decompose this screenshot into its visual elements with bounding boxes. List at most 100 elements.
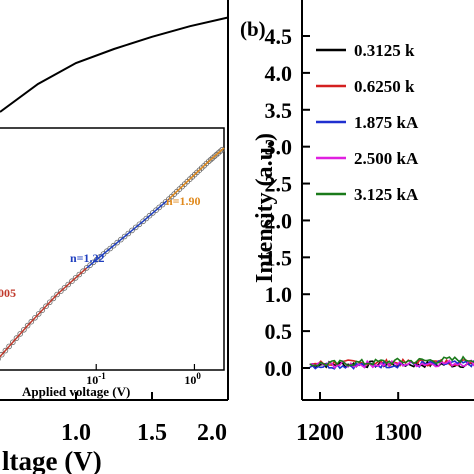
panel-b-y-axis-label: Intensity (a.u.) bbox=[252, 133, 278, 283]
panel-b-y-tick-label: 3.0 bbox=[265, 135, 293, 160]
inset-data-point bbox=[65, 281, 71, 288]
panel-a-x-tick-label: 2.0 bbox=[197, 420, 227, 446]
panel-a-x-tick-label: 1.0 bbox=[61, 420, 91, 446]
inset-data-point bbox=[72, 275, 79, 281]
panel-a-x-tick-label: 1.5 bbox=[137, 420, 167, 446]
inset-data-point bbox=[76, 271, 83, 278]
inset-data-point bbox=[28, 318, 35, 325]
inset-data-point bbox=[153, 207, 159, 214]
inset-data-point bbox=[213, 151, 220, 158]
inset-x-axis-label: Applied voltage (V) bbox=[22, 384, 130, 399]
panel-a-main-curve bbox=[0, 16, 229, 113]
legend-label: 1.875 kA bbox=[354, 113, 419, 132]
panel-b-y-tick-label: 0.5 bbox=[265, 319, 293, 344]
inset-data-point bbox=[69, 278, 75, 285]
inset-data-point bbox=[21, 326, 27, 333]
inset-data-point bbox=[207, 156, 214, 163]
inset-data-point bbox=[54, 291, 60, 298]
inset-data-point bbox=[209, 155, 216, 161]
inset-data-point bbox=[162, 199, 169, 205]
legend-label: 2.500 kA bbox=[354, 149, 419, 168]
legend-label: 0.3125 k bbox=[354, 41, 415, 60]
inset-data-point bbox=[140, 218, 146, 225]
panel-b-x-tick-label: 1300 bbox=[374, 420, 422, 446]
panel-b-y-tick-label: 4.0 bbox=[265, 61, 293, 86]
inset-annotation: 005 bbox=[0, 286, 16, 300]
inset-data-point bbox=[43, 303, 49, 310]
inset-fit-lines bbox=[0, 147, 225, 358]
panel-b-y-tick-label: 0.0 bbox=[265, 356, 293, 381]
panel-b: (b) 0.00.51.01.52.02.53.03.54.04.5 1200 1… bbox=[240, 0, 474, 446]
inset-data-point bbox=[39, 307, 46, 313]
inset-data-point bbox=[94, 256, 100, 263]
panel-b-y-ticks: 0.0 0.5 1.0 1.5 2.0 2.5 3.0 3.5 4.0 4.5 bbox=[265, 24, 310, 381]
inset-data-point bbox=[6, 343, 12, 350]
panel-b-y-tick-label: 4.5 bbox=[265, 24, 293, 49]
panel-b-y-tick-label: 2.0 bbox=[265, 208, 293, 233]
inset-data-point bbox=[2, 347, 9, 354]
inset-data-point bbox=[80, 268, 86, 275]
panel-a-x-axis-label: ltage (V) bbox=[2, 446, 102, 474]
panel-b-y-tick-label: 2.5 bbox=[265, 172, 293, 197]
inset: 10-1 100 n=1.90 n=1.22 005 Applied voltage … bbox=[0, 127, 225, 399]
panel-b-series bbox=[309, 355, 474, 370]
inset-data-point bbox=[97, 253, 103, 260]
inset-data-point bbox=[107, 245, 113, 252]
inset-fit-line bbox=[86, 198, 170, 269]
inset-data-point bbox=[129, 227, 135, 234]
inset-data-point bbox=[215, 150, 222, 156]
inset-fit-line bbox=[0, 267, 88, 358]
inset-data-point bbox=[17, 331, 24, 337]
inset-data-point bbox=[57, 288, 64, 295]
panel-b-legend: 0.3125 k 0.6250 k 1.875 kA 2.500 kA 3.125 kA bbox=[316, 41, 419, 204]
inset-data-point bbox=[100, 251, 107, 257]
inset-annotations: n=1.90 n=1.22 005 bbox=[0, 194, 201, 300]
panel-b-y-tick-label: 1.0 bbox=[265, 282, 293, 307]
inset-data-point bbox=[150, 210, 156, 216]
inset-data-point bbox=[132, 224, 139, 231]
inset-data-point bbox=[24, 322, 31, 329]
inset-data-point bbox=[114, 239, 120, 246]
inset-data-point bbox=[32, 314, 38, 321]
inset-x-tick-label: 10-1 bbox=[86, 371, 106, 387]
inset-data-point bbox=[118, 236, 124, 243]
panel-a: 1.0 1.5 2.0 ltage (V) 10-1 100 n=1.90 n=1.22… bbox=[0, 0, 229, 474]
inset-data-point bbox=[219, 146, 225, 153]
inset-data-point bbox=[125, 230, 132, 237]
panel-a-x-ticks: 1.0 1.5 2.0 bbox=[61, 392, 229, 446]
inset-data-point bbox=[121, 233, 128, 240]
panel-b-y-tick-label: 1.5 bbox=[265, 245, 293, 270]
inset-data-point bbox=[87, 262, 93, 268]
inset-data-point bbox=[110, 242, 117, 249]
panel-b-x-ticks: 1200 1300 bbox=[296, 392, 422, 446]
legend-label: 3.125 kA bbox=[354, 185, 419, 204]
inset-data-point bbox=[50, 295, 57, 302]
panel-b-series-line bbox=[309, 355, 474, 367]
inset-data-point bbox=[136, 221, 143, 228]
legend-label: 0.6250 k bbox=[354, 77, 415, 96]
inset-data-point bbox=[83, 265, 90, 271]
inset-data-point bbox=[146, 212, 153, 219]
inset-data-point bbox=[0, 351, 5, 358]
inset-data-points bbox=[0, 146, 225, 361]
inset-data-point bbox=[13, 335, 20, 341]
inset-data-point bbox=[35, 311, 42, 317]
inset-data-point bbox=[143, 215, 150, 222]
inset-data-point bbox=[46, 299, 53, 306]
inset-data-point bbox=[90, 259, 97, 266]
inset-annotation: n=1.90 bbox=[166, 194, 201, 208]
panel-b-x-tick-label: 1200 bbox=[296, 420, 344, 446]
inset-annotation: n=1.22 bbox=[70, 251, 105, 265]
panel-b-label: (b) bbox=[240, 17, 266, 41]
inset-data-point bbox=[9, 339, 16, 346]
panel-b-y-tick-label: 3.5 bbox=[265, 98, 293, 123]
inset-fit-line bbox=[168, 147, 225, 200]
inset-data-point bbox=[156, 204, 163, 211]
inset-data-point bbox=[159, 201, 166, 208]
inset-data-point bbox=[61, 285, 68, 291]
inset-frame bbox=[0, 127, 225, 371]
inset-x-ticks: 10-1 100 bbox=[86, 364, 201, 387]
inset-data-point bbox=[104, 248, 110, 255]
inset-x-tick-label: 100 bbox=[184, 371, 201, 387]
